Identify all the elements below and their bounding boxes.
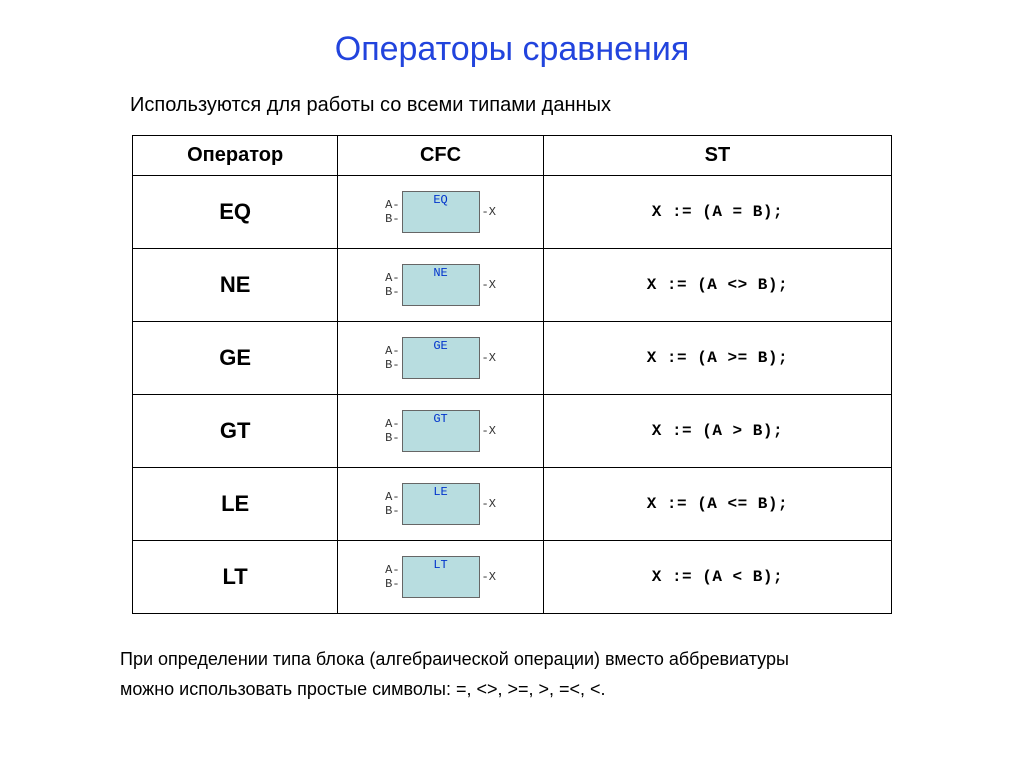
cfc-function-block: NE [402, 264, 480, 306]
pin-b: B- [385, 212, 399, 226]
pin-x: -X [482, 570, 496, 584]
operator-name: EQ [219, 199, 251, 224]
operator-name: LE [221, 491, 249, 516]
operator-name: GT [220, 418, 251, 443]
slide-subtitle: Используются для работы со всеми типами … [130, 94, 964, 117]
pin-x: -X [482, 278, 496, 292]
table-row: GEA-B-GE-XX := (A >= B); [133, 322, 892, 395]
table-row: EQA-B-EQ-XX := (A = B); [133, 176, 892, 249]
st-expression: X := (A <> B); [647, 276, 788, 294]
pin-a: A- [385, 198, 399, 212]
header-operator: Оператор [133, 136, 338, 176]
cfc-function-block: LT [402, 556, 480, 598]
st-expression: X := (A > B); [652, 422, 783, 440]
cfc-block: A-B- NE-X [342, 255, 539, 315]
cfc-block-label: NE [403, 266, 479, 280]
pin-x: -X [482, 497, 496, 511]
st-expression: X := (A = B); [652, 203, 783, 221]
cfc-block-label: GE [403, 339, 479, 353]
pin-x: -X [482, 205, 496, 219]
header-cfc: CFC [338, 136, 544, 176]
table-row: GTA-B-GT-XX := (A > B); [133, 395, 892, 468]
pin-a: A- [385, 271, 399, 285]
pin-a: A- [385, 344, 399, 358]
note-line-1: При определении типа блока (алгебраическ… [120, 649, 789, 669]
pin-a: A- [385, 563, 399, 577]
pin-b: B- [385, 358, 399, 372]
cfc-block: A-B- GE-X [342, 328, 539, 388]
cfc-block: A-B- GT-X [342, 401, 539, 461]
table-row: LTA-B-LT-XX := (A < B); [133, 541, 892, 614]
header-st: ST [543, 136, 891, 176]
note-line-2: можно использовать простые символы: =, <… [120, 679, 606, 699]
cfc-function-block: GE [402, 337, 480, 379]
cfc-block-label: LT [403, 558, 479, 572]
pin-x: -X [482, 424, 496, 438]
slide-title: Операторы сравнения [60, 30, 964, 69]
table-header-row: Оператор CFC ST [133, 136, 892, 176]
pin-b: B- [385, 504, 399, 518]
operator-name: LT [223, 564, 248, 589]
cfc-block-label: LE [403, 485, 479, 499]
operator-name: NE [220, 272, 251, 297]
cfc-block: A-B- LT-X [342, 547, 539, 607]
st-expression: X := (A <= B); [647, 495, 788, 513]
st-expression: X := (A < B); [652, 568, 783, 586]
pin-b: B- [385, 285, 399, 299]
operators-table: Оператор CFC ST EQA-B-EQ-XX := (A = B);N… [132, 135, 892, 614]
st-expression: X := (A >= B); [647, 349, 788, 367]
table-row: LEA-B-LE-XX := (A <= B); [133, 468, 892, 541]
pin-b: B- [385, 577, 399, 591]
cfc-function-block: GT [402, 410, 480, 452]
pin-a: A- [385, 417, 399, 431]
pin-x: -X [482, 351, 496, 365]
table-row: NEA-B-NE-XX := (A <> B); [133, 249, 892, 322]
cfc-function-block: LE [402, 483, 480, 525]
operator-name: GE [219, 345, 251, 370]
cfc-block: A-B- EQ-X [342, 182, 539, 242]
footnote: При определении типа блока (алгебраическ… [120, 644, 904, 704]
cfc-block-label: GT [403, 412, 479, 426]
cfc-block: A-B- LE-X [342, 474, 539, 534]
cfc-function-block: EQ [402, 191, 480, 233]
cfc-block-label: EQ [403, 193, 479, 207]
pin-b: B- [385, 431, 399, 445]
pin-a: A- [385, 490, 399, 504]
